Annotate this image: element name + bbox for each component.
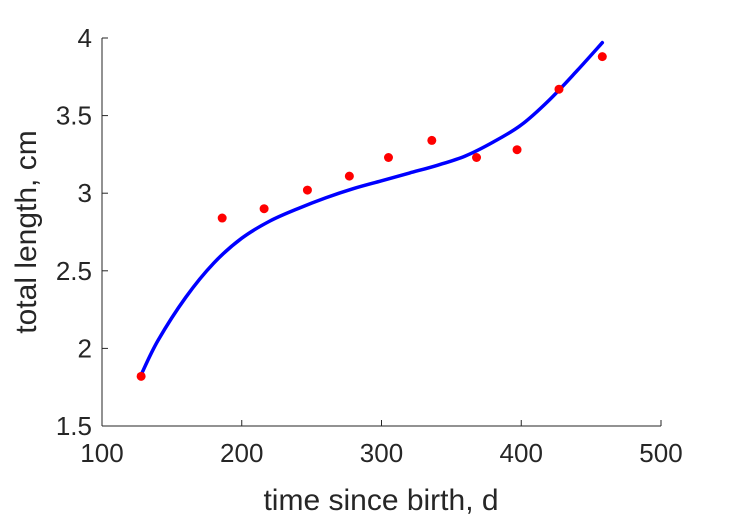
data-point [427, 135, 437, 145]
data-point [217, 213, 227, 223]
data-point [554, 84, 564, 94]
data-point [383, 153, 393, 163]
x-axis-title: time since birth, d [263, 484, 498, 517]
x-tick-label: 500 [639, 438, 682, 468]
data-point [512, 145, 522, 155]
y-tick-label: 3.5 [56, 101, 92, 131]
y-axis-title: total length, cm [10, 130, 43, 333]
fit-line-group [139, 40, 605, 377]
x-tick-label: 100 [80, 438, 123, 468]
x-tick-label: 300 [360, 438, 403, 468]
x-tick-label: 400 [500, 438, 543, 468]
axes [101, 38, 661, 427]
ticks: 100 200 300 400 500 1.5 2 2.5 3 3.5 4 [56, 23, 683, 468]
data-point [472, 153, 482, 163]
data-points-group [136, 52, 607, 381]
data-point [136, 371, 146, 381]
y-tick-label: 3 [78, 178, 92, 208]
data-point [302, 185, 312, 195]
y-tick-label: 2 [78, 333, 92, 363]
data-point [259, 204, 269, 214]
data-point [344, 171, 354, 181]
data-point [597, 52, 607, 62]
y-tick-label: 1.5 [56, 411, 92, 441]
x-tick-label: 200 [220, 438, 263, 468]
y-tick-label: 2.5 [56, 256, 92, 286]
y-tick-label: 4 [78, 23, 92, 53]
fit-line [139, 40, 605, 377]
